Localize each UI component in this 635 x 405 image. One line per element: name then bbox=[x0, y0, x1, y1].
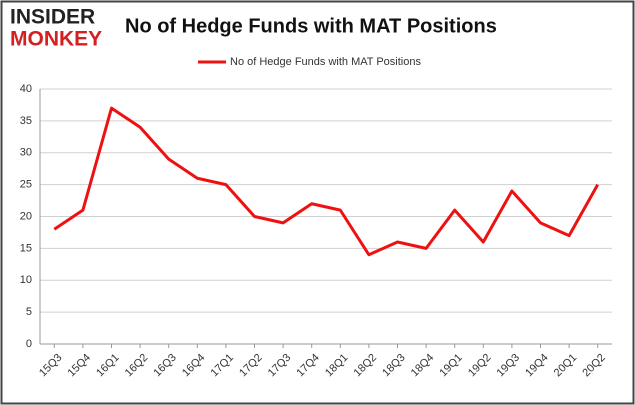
x-tick-label: 19Q2 bbox=[466, 352, 494, 380]
x-tick-label: 19Q3 bbox=[495, 352, 523, 380]
logo-top: INSIDER bbox=[10, 6, 95, 29]
x-tick-label: 17Q4 bbox=[294, 352, 322, 380]
chart-title: No of Hedge Funds with MAT Positions bbox=[125, 15, 497, 37]
x-tick-label: 18Q1 bbox=[323, 352, 351, 380]
logo-bottom: MONKEY bbox=[10, 28, 102, 51]
x-tick-label: 18Q4 bbox=[409, 352, 437, 380]
y-tick-label: 25 bbox=[20, 179, 32, 191]
x-tick-label: 16Q2 bbox=[123, 352, 151, 380]
x-tick-label: 19Q1 bbox=[437, 352, 465, 380]
x-tick-label: 18Q2 bbox=[352, 352, 380, 380]
y-tick-label: 20 bbox=[20, 210, 32, 222]
x-tick-label: 19Q4 bbox=[523, 352, 551, 380]
y-tick-label: 40 bbox=[20, 83, 32, 95]
x-tick-label: 17Q1 bbox=[209, 352, 237, 380]
y-tick-label: 15 bbox=[20, 242, 32, 254]
x-tick-label: 20Q2 bbox=[580, 352, 608, 380]
line bbox=[53, 106, 600, 257]
x-tick-label: 16Q4 bbox=[180, 352, 208, 380]
y-tick-label: 35 bbox=[20, 115, 32, 127]
x-tick-label: 18Q3 bbox=[380, 352, 408, 380]
x-tick-label: 17Q3 bbox=[266, 352, 294, 380]
x-tick-label: 16Q1 bbox=[94, 352, 122, 380]
legend-label: No of Hedge Funds with MAT Positions bbox=[230, 56, 421, 68]
x-tick-label: 20Q1 bbox=[552, 352, 580, 380]
x-tick-label: 17Q2 bbox=[237, 352, 265, 380]
y-tick-label: 10 bbox=[20, 274, 32, 286]
x-tick-label: 15Q3 bbox=[37, 352, 65, 380]
y-tick-label: 0 bbox=[26, 338, 32, 350]
y-tick-label: 30 bbox=[20, 147, 32, 159]
x-tick-label: 15Q4 bbox=[66, 352, 94, 380]
y-tick-label: 5 bbox=[26, 306, 32, 318]
x-tick-label: 16Q3 bbox=[151, 352, 179, 380]
